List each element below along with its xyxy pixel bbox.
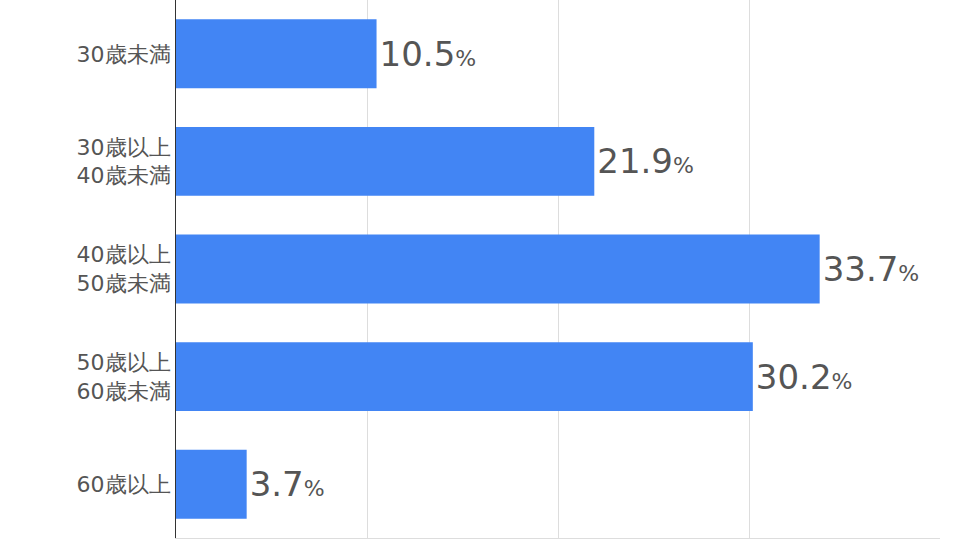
svg-text:50歳以上60歳未満: 50歳以上60歳未満 [77, 350, 171, 404]
svg-text:60歳以上: 60歳以上 [77, 472, 171, 497]
svg-text:40歳以上50歳未満: 40歳以上50歳未満 [77, 242, 171, 296]
svg-text:30歳以上40歳未満: 30歳以上40歳未満 [77, 135, 171, 189]
svg-text:30.2%: 30.2% [756, 357, 853, 397]
svg-text:21.9%: 21.9% [597, 141, 694, 181]
svg-text:10.5%: 10.5% [380, 34, 477, 74]
svg-text:33.7%: 33.7% [823, 249, 920, 289]
svg-text:3.7%: 3.7% [250, 464, 325, 504]
svg-text:30歳未満: 30歳未満 [77, 42, 171, 67]
